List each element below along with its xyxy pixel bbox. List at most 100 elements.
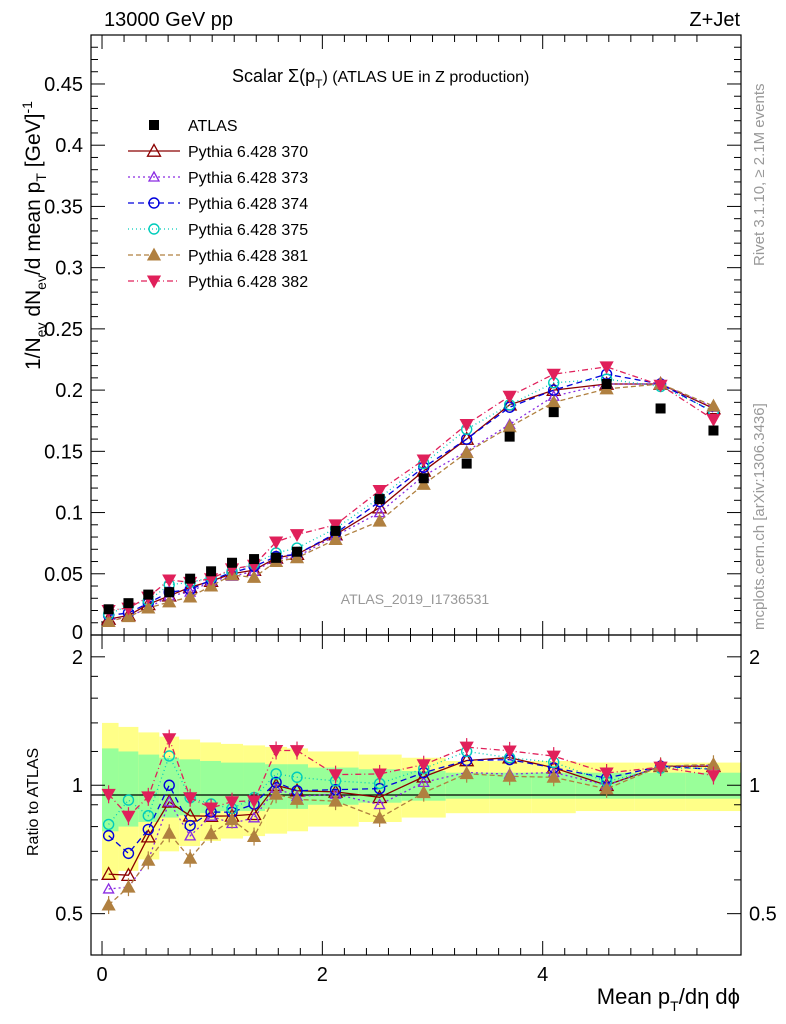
ratio-point-5	[224, 796, 240, 809]
ratio-point-2	[163, 779, 175, 791]
band-inner-1	[118, 751, 139, 827]
band-inner-5	[200, 760, 221, 814]
ratio-tick-label-right: 1	[749, 775, 760, 797]
ratio-point-4	[289, 792, 305, 805]
data-point	[249, 554, 260, 565]
ratio-point-3	[291, 771, 303, 783]
rivet-version-label: Rivet 3.1.10, ≥ 2.1M events	[751, 84, 768, 267]
series-line-5	[108, 366, 714, 612]
ratio-point-4	[502, 768, 517, 782]
series-point-4	[706, 398, 721, 412]
y-tick-label: 0.45	[44, 74, 83, 96]
plot-title: Scalar Σ(pT) (ATLAS UE in Z production)	[232, 66, 529, 91]
x-tick-label: 0	[96, 964, 107, 986]
legend-label-5: Pythia 6.428 382	[188, 274, 308, 291]
series-point-5	[328, 519, 343, 533]
ratio-point-5	[372, 768, 387, 782]
ratio-point-5	[546, 750, 561, 764]
ratio-point-5	[416, 759, 431, 773]
ratio-point-2	[142, 823, 154, 836]
ratio-point-1	[184, 829, 197, 841]
ratio-point-1	[102, 882, 115, 894]
ratio-series-layer	[101, 729, 722, 915]
data-point	[206, 566, 217, 577]
data-point	[227, 557, 238, 568]
series-point-5	[653, 379, 668, 393]
ratio-point-5	[246, 795, 262, 809]
ratio-tick-label: 0.5	[55, 904, 83, 926]
ratio-point-2	[373, 782, 386, 795]
ratio-point-3	[270, 768, 282, 780]
series-line-0	[108, 383, 714, 620]
series-point-5	[502, 390, 517, 404]
band-inner-4	[179, 759, 201, 816]
axes-ticks: 0 2 4 0.05 0.1 0.15 0.2 0.25 0.3 0.35 0.4 0.45 0 0.5 0…	[44, 35, 777, 986]
data-point	[461, 458, 472, 469]
ratio-point-5	[141, 791, 156, 805]
ratio-point-3	[163, 750, 175, 762]
series-point-5	[706, 414, 721, 427]
data-point	[708, 425, 719, 436]
legend-label-4: Pythia 6.428 381	[188, 248, 308, 265]
ratio-point-4	[416, 785, 431, 799]
series-point-4	[372, 513, 387, 527]
ratio-line-1	[108, 764, 714, 890]
series-point-5	[599, 361, 614, 375]
series-point-5	[289, 529, 305, 542]
ratio-point-5	[599, 767, 614, 781]
ratio-point-4	[183, 851, 198, 864]
ratio-point-3	[122, 794, 135, 806]
ratio-point-4	[162, 825, 177, 839]
x-tick-label: 2	[317, 964, 328, 986]
ratio-tick-label: 1	[72, 775, 83, 797]
series-point-5	[162, 574, 177, 588]
ratio-point-2	[184, 819, 196, 832]
ratio-point-2	[122, 847, 135, 860]
legend-marker-0	[146, 143, 162, 157]
legend-marker-4	[146, 247, 162, 261]
series-point-4	[183, 589, 198, 603]
data-point	[164, 587, 175, 598]
ratio-point-3	[102, 818, 115, 831]
y-tick-label: 0.4	[55, 135, 83, 157]
ratio-tick-label-right: 0.5	[749, 904, 777, 926]
ratio-tick-label-right: 2	[749, 647, 760, 669]
ratio-point-4	[599, 781, 614, 795]
ratio-point-4	[203, 826, 219, 840]
ratio-point-4	[141, 853, 156, 866]
ratio-point-0	[246, 806, 262, 821]
data-point	[292, 546, 303, 557]
ratio-point-5	[328, 769, 343, 782]
series-point-4	[141, 600, 156, 614]
mcplots-credit-label: mcplots.cern.ch [arXiv:1306.3436]	[751, 403, 768, 630]
series-point-5	[268, 536, 284, 550]
data-point	[103, 604, 114, 615]
ratio-point-4	[546, 769, 561, 783]
ratio-point-5	[502, 745, 517, 759]
ratio-point-4	[268, 786, 284, 800]
y-tick-label: 0.25	[44, 319, 83, 341]
header-process-label: Z+Jet	[689, 9, 740, 31]
analysis-watermark: ATLAS_2019_I1736531	[341, 591, 490, 607]
data-point	[548, 407, 559, 418]
ratio-point-5	[183, 792, 198, 806]
data-point	[185, 573, 196, 584]
data-point	[143, 589, 154, 600]
ratio-point-5	[162, 733, 177, 747]
data-point	[374, 494, 385, 505]
ratio-point-0	[140, 828, 156, 843]
y-tick-label: 0.35	[44, 196, 83, 218]
ratio-point-5	[121, 810, 136, 824]
series-point-4	[246, 570, 262, 583]
y-tick-label: 0.3	[55, 258, 83, 280]
legend-marker-3	[148, 223, 160, 235]
series-line-2	[108, 373, 714, 617]
ratio-plot-frame	[90, 634, 742, 956]
ratio-point-1	[373, 798, 386, 810]
ratio-point-0	[161, 794, 177, 808]
ratio-point-4	[101, 897, 116, 911]
series-point-0	[372, 499, 388, 514]
ratio-point-2	[102, 829, 115, 842]
ratio-point-5	[459, 741, 474, 755]
